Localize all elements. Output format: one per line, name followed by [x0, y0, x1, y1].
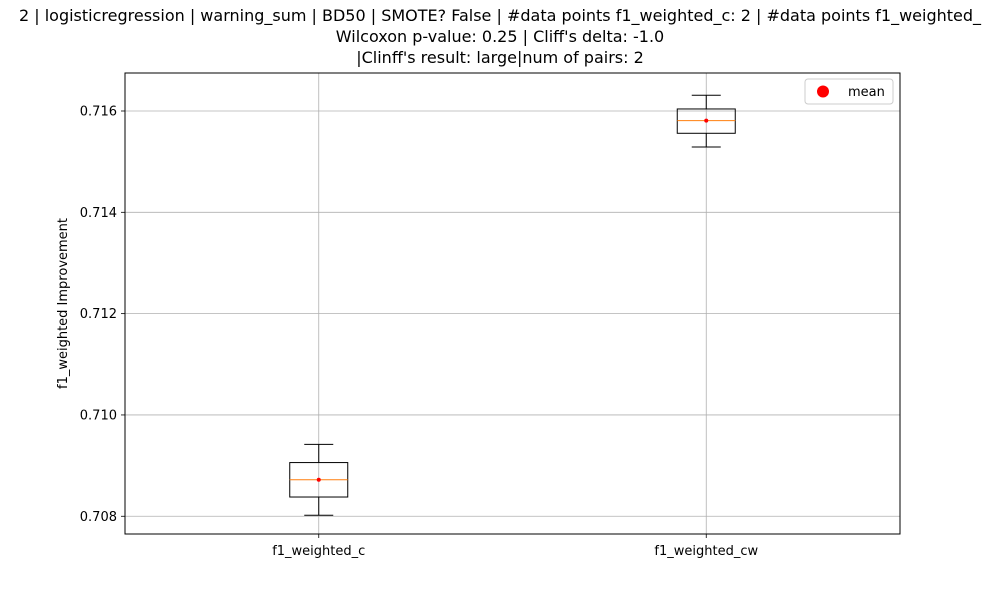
legend-mean-label: mean: [848, 85, 885, 100]
y-tick-label: 0.708: [80, 510, 117, 525]
legend-mean-marker: [817, 85, 829, 98]
box-f1_weighted_c: [289, 443, 349, 516]
y-tick-label: 0.710: [80, 408, 117, 423]
legend-frame: [804, 78, 894, 105]
y-tick-label: 0.712: [80, 307, 117, 322]
x-tick-layer: f1_weighted_c f1_weighted_cw: [272, 534, 758, 559]
box-layer: [289, 94, 736, 516]
iqr-box: [676, 108, 736, 134]
box-f1_weighted_cw: [676, 94, 736, 148]
y-tick-label: 0.714: [80, 206, 117, 221]
x-tick-label: f1_weighted_cw: [654, 544, 758, 559]
legend: mean: [804, 78, 894, 105]
plot-frame: [124, 72, 901, 535]
x-tick-label: f1_weighted_c: [272, 544, 365, 559]
y-tick-layer: 0.708 0.710 0.712 0.714 0.716: [80, 104, 125, 525]
mean-marker: [704, 118, 709, 123]
chart-title-line-2: Wilcoxon p-value: 0.25 | Cliff's delta: …: [335, 27, 665, 46]
grid-layer: [125, 73, 900, 534]
y-axis-label: f1_weighted Improvement: [56, 218, 71, 389]
chart-title-line-3: |Clinff's result: large|num of pairs: 2: [356, 48, 644, 67]
chart-title-line-1: 2 | logisticregression | warning_sum | B…: [18, 6, 982, 25]
y-tick-label: 0.716: [80, 104, 117, 119]
mean-marker: [316, 477, 321, 482]
